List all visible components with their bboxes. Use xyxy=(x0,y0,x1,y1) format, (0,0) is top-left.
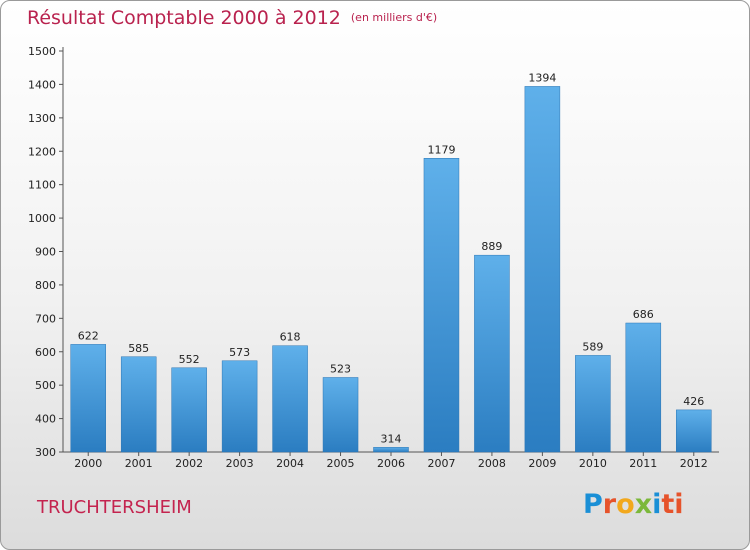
bar-value-label: 523 xyxy=(330,362,351,375)
bar-value-label: 314 xyxy=(381,432,402,445)
y-tick-label: 1500 xyxy=(28,45,56,58)
bar-value-label: 552 xyxy=(179,353,200,366)
x-tick-label: 2011 xyxy=(629,457,657,470)
y-tick-label: 1200 xyxy=(28,145,56,158)
y-tick-label: 900 xyxy=(35,246,56,259)
logo-letter: ti xyxy=(661,489,684,520)
x-tick-label: 2012 xyxy=(680,457,708,470)
bar xyxy=(272,345,308,453)
commune-name: TRUCHTERSHEIM xyxy=(37,497,192,518)
y-tick-label: 1400 xyxy=(28,78,56,91)
chart-subtitle: (en milliers d'€) xyxy=(350,11,438,24)
y-tick-label: 1300 xyxy=(28,112,56,125)
x-tick-label: 2004 xyxy=(276,457,304,470)
x-tick-label: 2010 xyxy=(579,457,607,470)
bar-value-label: 585 xyxy=(128,342,149,355)
x-tick-label: 2003 xyxy=(226,457,254,470)
bar-value-label: 622 xyxy=(78,329,99,342)
x-tick-label: 2001 xyxy=(125,457,153,470)
proxiti-logo: Proxiti xyxy=(583,489,684,520)
x-tick-label: 2007 xyxy=(427,457,455,470)
x-tick-label: 2008 xyxy=(478,457,506,470)
y-tick-label: 1100 xyxy=(28,179,56,192)
bar xyxy=(322,377,359,453)
x-tick-label: 2000 xyxy=(74,457,102,470)
y-tick-label: 700 xyxy=(35,312,56,325)
logo-letter: o xyxy=(616,489,635,520)
bar xyxy=(70,344,106,453)
x-tick-label: 2005 xyxy=(327,457,355,470)
x-tick-label: 2009 xyxy=(528,457,556,470)
y-tick-label: 1000 xyxy=(28,212,56,225)
logo-letter: x xyxy=(634,489,653,520)
x-tick-label: 2006 xyxy=(377,457,405,470)
bar xyxy=(474,254,510,453)
bar-value-label: 1394 xyxy=(528,71,556,84)
bar xyxy=(373,447,409,453)
logo-letter: i xyxy=(652,489,662,520)
logo-letter: P xyxy=(583,489,603,520)
bar-value-label: 573 xyxy=(229,346,250,359)
bar xyxy=(423,158,460,453)
bar-value-label: 889 xyxy=(481,240,502,253)
bar xyxy=(625,322,662,453)
logo-letter: r xyxy=(602,489,617,520)
chart-title: Résultat Comptable 2000 à 2012 (en millie… xyxy=(27,7,437,29)
y-tick-label: 600 xyxy=(35,346,56,359)
bar-value-label: 686 xyxy=(633,308,654,321)
bar xyxy=(171,367,207,453)
y-tick-label: 800 xyxy=(35,279,56,292)
bar xyxy=(120,356,157,453)
y-tick-label: 300 xyxy=(35,446,56,459)
chart-title-text: Résultat Comptable 2000 à 2012 xyxy=(27,7,341,29)
bar xyxy=(524,86,561,453)
x-tick-label: 2002 xyxy=(175,457,203,470)
bar-value-label: 589 xyxy=(582,340,603,353)
bar xyxy=(575,355,611,453)
y-tick-label: 500 xyxy=(35,379,56,392)
y-tick-label: 400 xyxy=(35,413,56,426)
bar-value-label: 618 xyxy=(280,331,301,344)
bar xyxy=(221,360,258,453)
bar-value-label: 1179 xyxy=(427,143,455,156)
bar-value-label: 426 xyxy=(683,395,704,408)
bar xyxy=(676,409,712,453)
